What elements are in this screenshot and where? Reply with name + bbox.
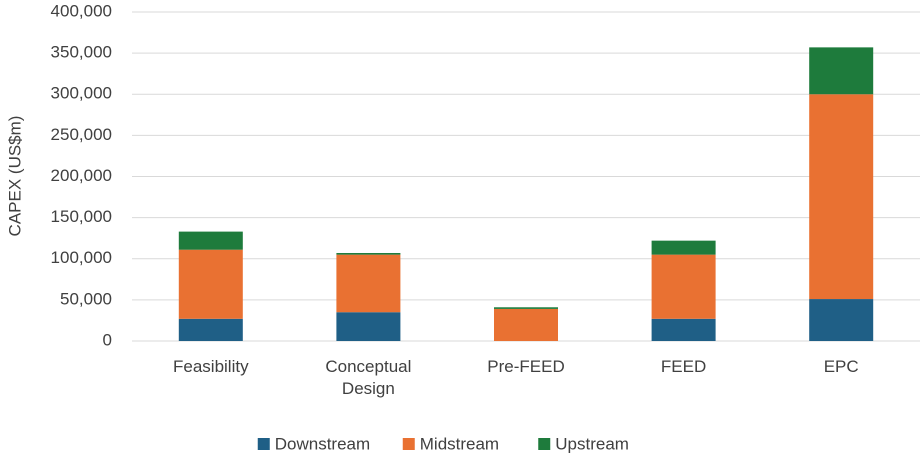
bar-segment xyxy=(336,312,401,341)
y-axis-label: CAPEX (US$m) xyxy=(5,116,24,237)
x-tick-label: Pre-FEED xyxy=(487,357,565,376)
x-tick-label: EPC xyxy=(823,357,859,376)
bar-segment xyxy=(178,231,243,250)
legend-label: Downstream xyxy=(275,434,370,453)
y-tick-label: 150,000 xyxy=(51,207,112,226)
legend-swatch xyxy=(538,438,551,450)
x-tick-label: Conceptual Design xyxy=(325,357,412,398)
bar-segment xyxy=(336,252,401,255)
bar-segment xyxy=(651,318,716,341)
y-tick-label: 100,000 xyxy=(51,248,112,267)
bar-segment xyxy=(178,249,243,319)
bar-segment xyxy=(809,47,874,95)
y-tick-label: 250,000 xyxy=(51,125,112,144)
bar-segment xyxy=(651,240,716,255)
x-tick-label: Feasibility xyxy=(173,357,249,376)
bar-segment xyxy=(336,254,401,313)
legend-label: Upstream xyxy=(555,434,629,453)
x-tick-label: FEED xyxy=(660,357,707,376)
legend-swatch xyxy=(257,438,270,450)
bar-segment xyxy=(651,254,716,319)
y-tick-label: 350,000 xyxy=(51,43,112,62)
legend-swatch xyxy=(402,438,415,450)
bar-segment xyxy=(178,318,243,341)
y-tick-label: 50,000 xyxy=(60,289,112,308)
y-tick-label: 200,000 xyxy=(51,166,112,185)
legend-label: Midstream xyxy=(420,434,499,453)
bar-segment xyxy=(494,308,558,341)
y-tick-label: 300,000 xyxy=(51,84,112,103)
bar-segment xyxy=(809,299,874,341)
y-tick-label: 0 xyxy=(103,330,112,349)
bar-segment xyxy=(494,307,558,309)
y-tick-label: 400,000 xyxy=(51,1,112,20)
bar-segment xyxy=(809,94,874,300)
